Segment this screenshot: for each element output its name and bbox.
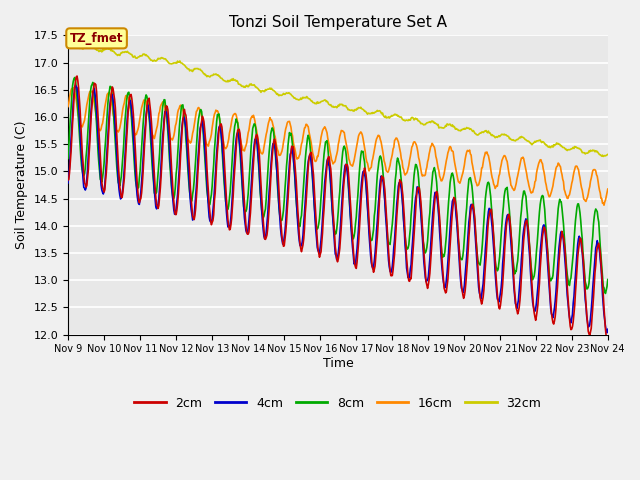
Title: Tonzi Soil Temperature Set A: Tonzi Soil Temperature Set A	[229, 15, 447, 30]
Legend: 2cm, 4cm, 8cm, 16cm, 32cm: 2cm, 4cm, 8cm, 16cm, 32cm	[129, 392, 547, 415]
X-axis label: Time: Time	[323, 357, 353, 370]
Y-axis label: Soil Temperature (C): Soil Temperature (C)	[15, 120, 28, 249]
Text: TZ_fmet: TZ_fmet	[70, 32, 124, 45]
